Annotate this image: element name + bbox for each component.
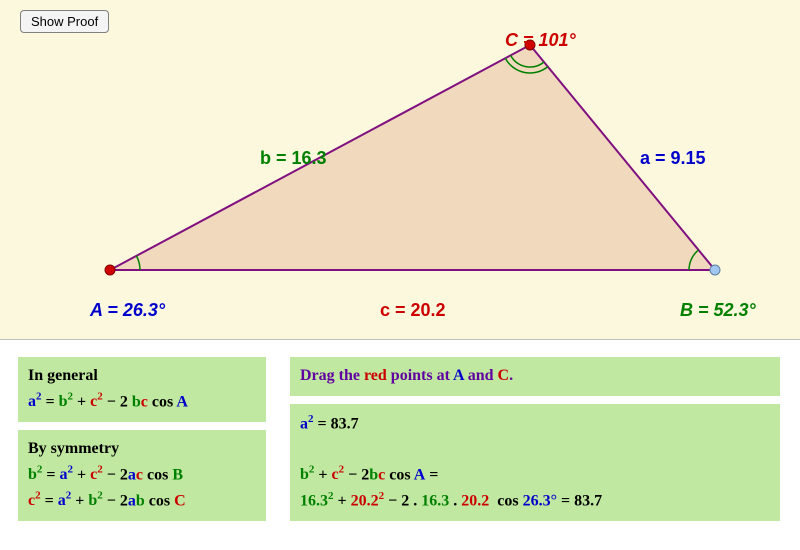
vertex-b-point [710,265,720,275]
canvas-area: Show Proof A = 26.3° B = 52.3° C = 101° … [0,0,800,340]
panel-area: In general a2 = b2 + c2 − 2 bc cos A By … [0,345,800,550]
general-formula-box: In general a2 = b2 + c2 − 2 bc cos A [18,357,266,422]
side-c-label: c = 20.2 [380,300,446,321]
instruction-box: Drag the red points at A and C. [290,357,780,396]
vertex-a-label: A = 26.3° [90,300,165,321]
symmetry-header: By symmetry [28,440,119,457]
side-b-label: b = 16.3 [260,148,327,169]
triangle-svg [0,0,800,340]
general-header: In general [28,367,98,384]
side-a-label: a = 9.15 [640,148,706,169]
calculation-box: a2 = 83.7 b2 + c2 − 2bc cos A = 16.32 + … [290,404,780,521]
vertex-c-label: C = 101° [505,30,576,51]
symmetry-formula-box: By symmetry b2 = a2 + c2 − 2ac cos B c2 … [18,430,266,521]
vertex-a-point[interactable] [105,265,115,275]
vertex-b-label: B = 52.3° [680,300,756,321]
